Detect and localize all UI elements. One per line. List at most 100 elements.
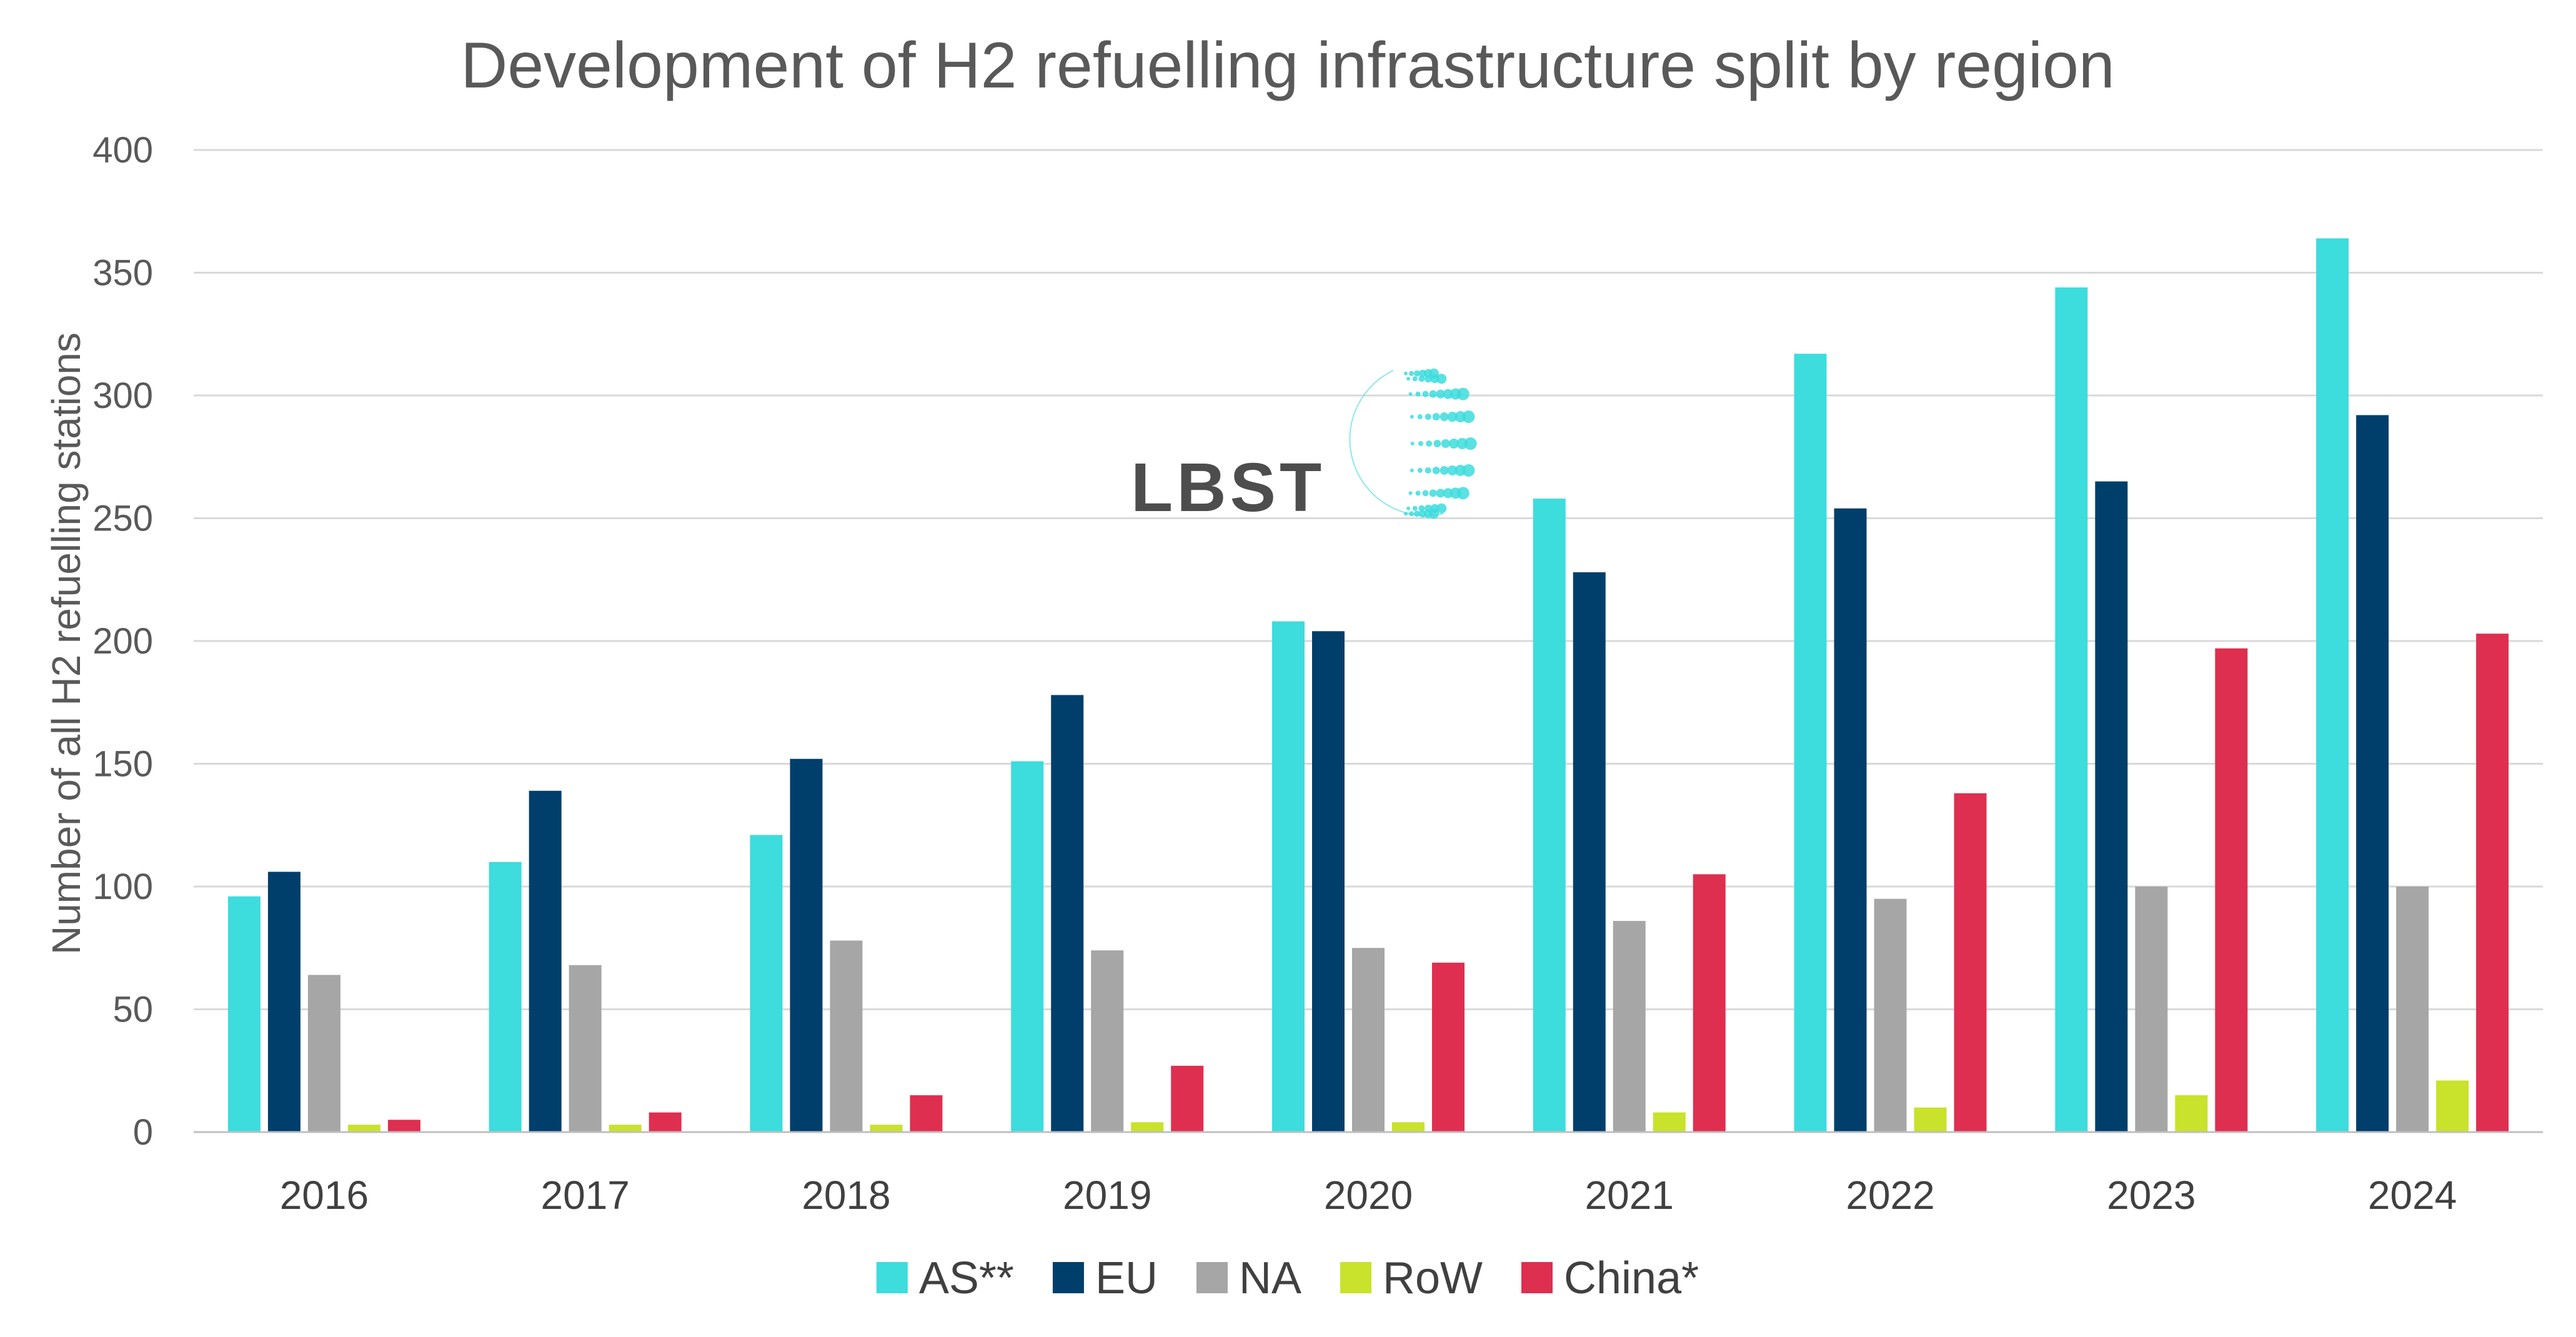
logo-dot <box>1436 489 1445 498</box>
x-tick-label: 2016 <box>280 1173 369 1218</box>
logo-dot <box>1436 389 1445 399</box>
x-tick-label: 2020 <box>1324 1173 1413 1218</box>
legend-label: AS** <box>919 1253 1014 1303</box>
x-axis-ticks: 2016 2017 2018 2019 2020 2021 2022 2023 2024 <box>280 1173 2457 1218</box>
y-tick-label: 250 <box>92 499 153 539</box>
bar-eu-2020 <box>1312 631 1345 1132</box>
bar-eu-2016 <box>267 872 301 1132</box>
logo-dot <box>1412 505 1418 511</box>
bar-row-2024 <box>2436 1080 2469 1132</box>
logo-dot <box>1410 442 1415 445</box>
logo-dot <box>1424 375 1432 383</box>
bar-eu-2023 <box>2095 481 2128 1132</box>
logo-dot <box>1415 490 1421 496</box>
bar-eu-2018 <box>790 758 823 1132</box>
logo-dot <box>1426 440 1433 447</box>
logo-dot <box>1408 491 1413 495</box>
bar-na-2022 <box>1874 898 1907 1132</box>
legend-swatch <box>876 1262 908 1293</box>
bar-china-2019 <box>1171 1065 1204 1132</box>
bar-na-2016 <box>307 975 341 1132</box>
logo-dot <box>1432 413 1440 421</box>
logo-dot <box>1406 377 1411 381</box>
logo-dot <box>1409 511 1414 517</box>
logo-dot <box>1406 506 1411 510</box>
bar-na-2021 <box>1613 921 1646 1132</box>
bar-eu-2017 <box>529 790 562 1132</box>
logo-dot <box>1447 465 1458 475</box>
logo-dot <box>1409 370 1414 376</box>
logo-dot <box>1464 437 1477 450</box>
logo-dot <box>1418 375 1425 382</box>
bar-as-2022 <box>1794 354 1827 1133</box>
x-tick-label: 2017 <box>540 1173 629 1218</box>
legend-swatch <box>1340 1262 1372 1293</box>
bar-china-2024 <box>2476 634 2509 1132</box>
bars <box>227 238 2509 1133</box>
bar-na-2023 <box>2135 887 2168 1132</box>
y-tick-label: 200 <box>92 621 153 662</box>
bar-row-2021 <box>1653 1112 1686 1132</box>
bar-china-2020 <box>1432 962 1465 1132</box>
legend-label: NA <box>1239 1253 1301 1303</box>
logo-dot <box>1432 466 1440 474</box>
logo-dot <box>1449 439 1460 449</box>
legend: AS** EU NA RoW China* <box>876 1253 1699 1303</box>
y-tick-label: 0 <box>133 1112 153 1153</box>
logo-dot <box>1436 503 1447 514</box>
y-tick-label: 300 <box>92 375 153 416</box>
lbst-logo: LBST <box>1131 368 1477 526</box>
bar-as-2023 <box>2055 287 2088 1133</box>
logo-dot <box>1414 510 1420 517</box>
x-tick-label: 2024 <box>2368 1173 2457 1218</box>
bar-eu-2021 <box>1573 572 1606 1132</box>
bar-eu-2022 <box>1834 508 1867 1132</box>
bar-row-2016 <box>347 1125 380 1132</box>
x-tick-label: 2022 <box>1846 1173 1934 1218</box>
logo-dot <box>1422 390 1429 397</box>
logo-dot <box>1429 489 1437 497</box>
chart-title: Development of H2 refuelling infrastruct… <box>460 29 2115 102</box>
legend-swatch <box>1196 1262 1228 1293</box>
bar-na-2017 <box>569 965 602 1132</box>
legend-label: China* <box>1564 1253 1699 1303</box>
bar-as-2016 <box>227 896 261 1132</box>
logo-dot <box>1440 465 1449 475</box>
bar-row-2020 <box>1392 1122 1425 1132</box>
bar-row-2017 <box>609 1125 642 1132</box>
bar-na-2019 <box>1091 950 1124 1132</box>
y-tick-label: 100 <box>92 867 153 907</box>
x-tick-label: 2023 <box>2107 1173 2196 1218</box>
bar-china-2017 <box>649 1112 682 1132</box>
y-axis-title: Number of all H2 refuelling stations <box>44 332 89 955</box>
bar-china-2021 <box>1693 874 1726 1132</box>
bar-eu-2024 <box>2356 415 2389 1133</box>
logo-dot <box>1440 412 1449 422</box>
bar-china-2018 <box>910 1095 943 1132</box>
legend-swatch <box>1052 1262 1084 1293</box>
bar-na-2024 <box>2396 887 2429 1132</box>
legend-label: EU <box>1095 1253 1158 1303</box>
bar-na-2018 <box>830 940 863 1132</box>
bar-na-2020 <box>1352 948 1385 1132</box>
gridlines <box>194 149 2543 1010</box>
logo-dot <box>1418 441 1423 446</box>
logo-dot <box>1425 467 1431 474</box>
logo-dot <box>1418 505 1425 512</box>
legend-label: RoW <box>1383 1253 1483 1303</box>
bar-as-2019 <box>1011 761 1044 1132</box>
logo-dot <box>1410 468 1414 472</box>
logo-dot <box>1447 412 1458 422</box>
bar-eu-2019 <box>1051 695 1084 1132</box>
logo-dot <box>1433 440 1441 447</box>
logo-dot <box>1404 371 1408 375</box>
logo-dot <box>1415 391 1421 397</box>
bar-as-2017 <box>489 862 522 1132</box>
logo-dot <box>1462 464 1475 477</box>
bar-row-2019 <box>1131 1122 1164 1132</box>
logo-dot <box>1422 490 1429 497</box>
y-tick-label: 400 <box>92 130 153 171</box>
bar-china-2022 <box>1954 793 1987 1132</box>
y-tick-label: 50 <box>112 990 153 1030</box>
logo-text: LBST <box>1131 449 1325 526</box>
